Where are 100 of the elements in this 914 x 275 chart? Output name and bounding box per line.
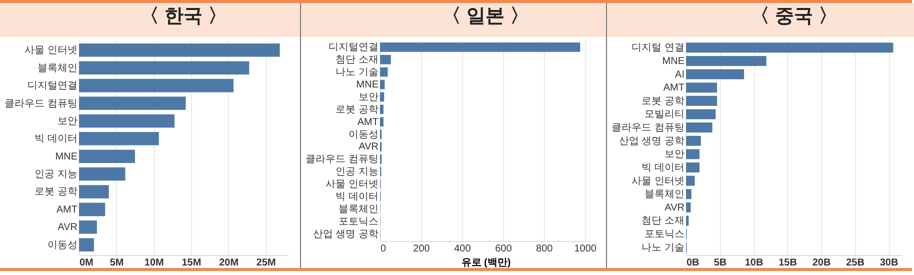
- y-tick-label: 클라우드 컴퓨팅: [306, 154, 378, 166]
- x-tick-label: 400: [454, 244, 472, 254]
- y-tick-label: 로봇 공학: [34, 186, 78, 198]
- x-tick-label: 20B: [812, 258, 831, 268]
- bar: [79, 220, 97, 234]
- x-tick-label: 20M: [219, 258, 239, 268]
- y-tick-label: AI: [675, 69, 684, 80]
- chart-title: 〈 중국 〉: [750, 6, 838, 27]
- y-tick-label: 포토닉스: [644, 229, 684, 240]
- bar: [79, 78, 234, 92]
- y-tick-label: 디지털연결: [28, 80, 78, 92]
- bar: [79, 114, 175, 128]
- y-tick-label: AVR: [58, 222, 78, 234]
- bar: [380, 67, 388, 77]
- x-tick-label: 5B: [714, 258, 727, 268]
- y-tick-label: 이동성: [48, 240, 78, 251]
- y-tick-label: 블록체인: [644, 189, 684, 200]
- x-tick-label: 0M: [80, 258, 94, 268]
- bar: [686, 42, 894, 53]
- bar: [686, 162, 700, 172]
- bar: [380, 117, 384, 126]
- bar: [686, 96, 718, 106]
- bar: [79, 167, 126, 181]
- y-tick-label: 인공 지능: [34, 169, 78, 180]
- y-tick-label: AVR: [664, 202, 684, 214]
- x-tick-label: 800: [536, 244, 554, 254]
- x-axis-title: 유로 (백만): [461, 258, 511, 268]
- bar: [380, 104, 384, 114]
- x-tick-label: 10M: [144, 258, 164, 268]
- bar: [686, 69, 744, 80]
- bar: [79, 238, 94, 252]
- bar: [686, 56, 766, 66]
- bar: [380, 42, 580, 52]
- x-tick-label: 10B: [744, 258, 764, 268]
- y-tick-label: 디지털 연결: [632, 42, 684, 54]
- bar: [686, 202, 691, 212]
- y-tick-label: 나노 기술: [336, 67, 378, 78]
- bar: [686, 149, 700, 160]
- y-tick-label: 클라우드 컴퓨팅: [4, 98, 78, 110]
- y-tick-label: 산업 생명 공학: [312, 228, 378, 240]
- x-tick-label: 25M: [256, 258, 276, 268]
- y-tick-label: AMT: [357, 116, 378, 128]
- x-tick-label: 25B: [846, 258, 864, 268]
- y-tick-label: MNE: [662, 56, 685, 67]
- y-tick-label: AMT: [56, 204, 78, 216]
- bar: [686, 216, 689, 226]
- bar: [686, 136, 701, 146]
- bar: [380, 54, 391, 64]
- y-tick-label: AMT: [663, 82, 684, 94]
- y-tick-label: MNE: [356, 79, 379, 90]
- y-tick-label: AVR: [358, 142, 378, 153]
- bar: [380, 92, 384, 102]
- bar: [686, 176, 695, 186]
- y-tick-label: 나노 기술: [642, 242, 684, 254]
- y-tick-label: 빅 데이터: [642, 162, 684, 174]
- y-tick-label: MNE: [55, 151, 78, 162]
- y-tick-label: 빅 데이터: [34, 134, 78, 145]
- chart-title: 〈 한국 〉: [140, 6, 227, 27]
- x-tick-label: 30B: [880, 258, 898, 268]
- x-tick-label: 600: [495, 244, 512, 254]
- bar: [79, 185, 109, 198]
- y-tick-label: 첨단 소재: [336, 54, 378, 66]
- y-tick-label: 보안: [58, 116, 78, 127]
- y-tick-label: 사물 인터넷: [632, 176, 684, 187]
- y-tick-label: 인공 지능: [336, 166, 378, 178]
- x-tick-label: 0: [380, 244, 386, 254]
- y-tick-label: 사물 인터넷: [326, 179, 378, 190]
- chart-title: 〈 일본 〉: [442, 6, 529, 27]
- y-tick-label: 로봇 공학: [336, 104, 378, 116]
- y-tick-label: 보안: [358, 92, 378, 103]
- bar: [79, 44, 280, 57]
- bar: [686, 82, 718, 93]
- y-tick-label: 블록체인: [338, 204, 378, 215]
- y-tick-label: 산업 생명 공학: [618, 136, 684, 147]
- x-tick-label: 0B: [686, 258, 700, 268]
- x-tick-label: 5M: [110, 258, 124, 268]
- y-tick-label: 빅 데이터: [336, 192, 378, 203]
- bar: [79, 202, 106, 216]
- x-tick-label: 1000: [574, 244, 597, 254]
- bar: [686, 122, 712, 133]
- x-tick-label: 15B: [778, 258, 797, 268]
- x-tick-label: 15M: [182, 258, 202, 268]
- y-tick-label: 이동성: [348, 129, 378, 140]
- bar: [79, 132, 159, 146]
- bar: [686, 189, 692, 200]
- bar: [79, 150, 135, 163]
- y-tick-label: 클라우드 컴퓨팅: [612, 122, 684, 134]
- y-tick-label: 블록체인: [38, 62, 78, 74]
- y-tick-label: 로봇 공학: [642, 96, 684, 107]
- y-tick-label: 디지털연결: [328, 42, 378, 54]
- bar: [79, 61, 250, 75]
- bar: [686, 109, 716, 120]
- bar: [380, 80, 385, 90]
- bar: [79, 96, 186, 110]
- y-tick-label: 첨단 소재: [642, 216, 684, 227]
- x-tick-label: 200: [413, 244, 430, 254]
- y-tick-label: 모빌리티: [644, 109, 684, 120]
- y-tick-label: 사물 인터넷: [24, 45, 78, 56]
- y-tick-label: 보안: [664, 149, 684, 160]
- y-tick-label: 포토닉스: [338, 216, 378, 228]
